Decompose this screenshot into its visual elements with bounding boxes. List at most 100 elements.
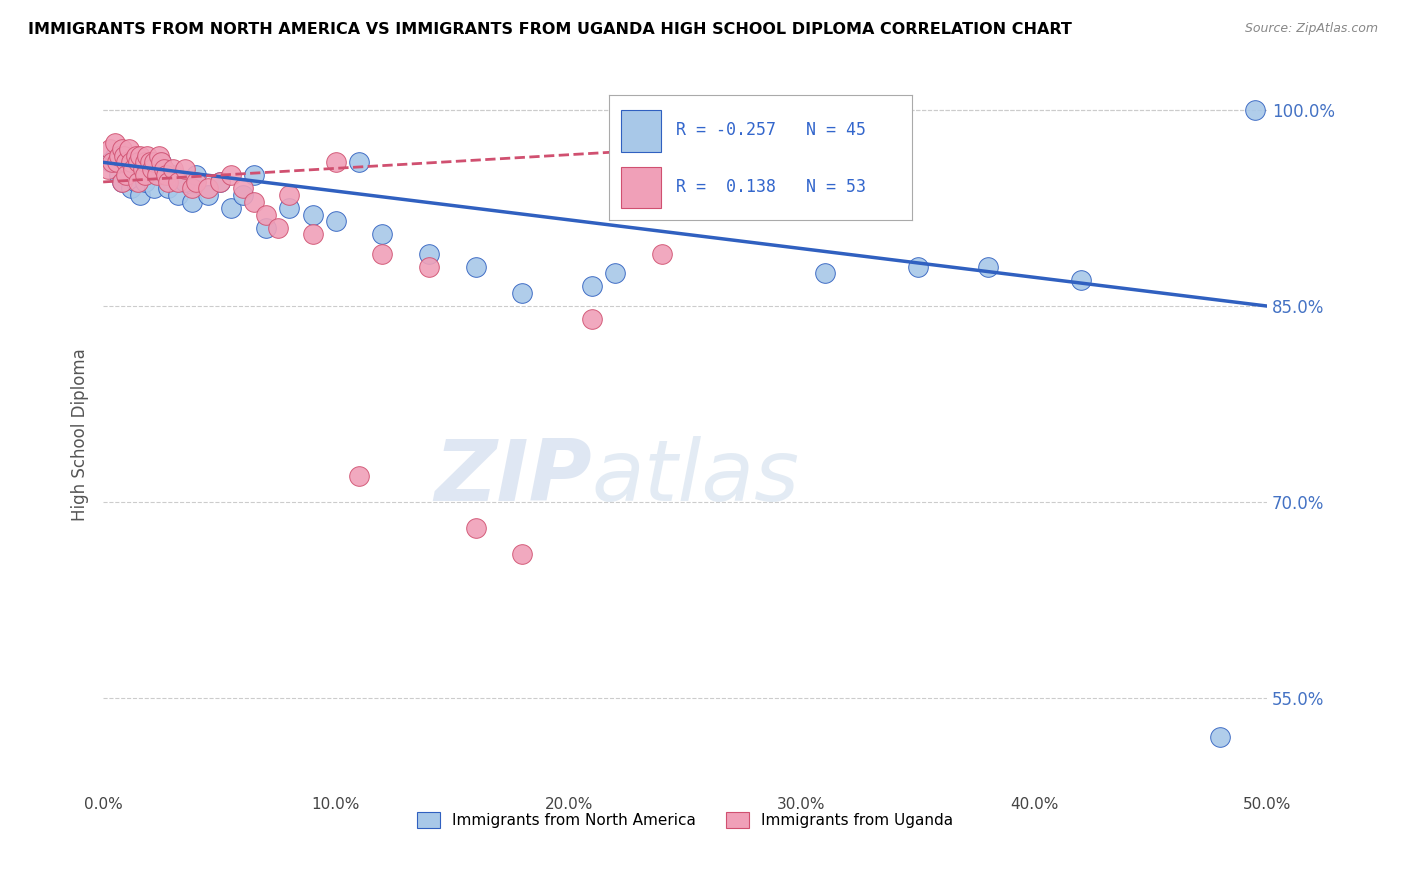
Point	[108, 169, 131, 183]
Point	[104, 149, 127, 163]
Point	[125, 149, 148, 163]
Point	[112, 149, 135, 163]
Point	[120, 181, 142, 195]
Point	[197, 188, 219, 202]
Point	[173, 175, 195, 189]
Point	[301, 227, 323, 242]
Point	[98, 155, 121, 169]
Point	[134, 169, 156, 183]
Point	[464, 521, 486, 535]
Point	[605, 266, 627, 280]
Point	[150, 155, 173, 169]
Point	[325, 214, 347, 228]
Point	[173, 161, 195, 176]
Point	[301, 208, 323, 222]
Point	[162, 161, 184, 176]
Point	[127, 155, 149, 169]
Point	[150, 155, 173, 169]
Point	[127, 155, 149, 169]
Point	[138, 155, 160, 169]
Point	[254, 208, 277, 222]
Legend: Immigrants from North America, Immigrants from Uganda: Immigrants from North America, Immigrant…	[411, 806, 959, 834]
Point	[1244, 103, 1267, 117]
Point	[111, 175, 134, 189]
Point	[105, 155, 128, 169]
Point	[162, 169, 184, 183]
Point	[208, 175, 231, 189]
Point	[1070, 273, 1092, 287]
Point	[510, 285, 533, 300]
Point	[115, 169, 138, 183]
Point	[129, 149, 152, 163]
Text: ZIP: ZIP	[434, 436, 592, 519]
Point	[325, 155, 347, 169]
Point	[127, 175, 149, 189]
Point	[371, 227, 394, 242]
Point	[101, 155, 124, 169]
Point	[278, 188, 301, 202]
Point	[418, 260, 440, 274]
Point	[166, 188, 188, 202]
Point	[134, 155, 156, 169]
Point	[243, 169, 266, 183]
Text: atlas: atlas	[592, 436, 800, 519]
Point	[129, 188, 152, 202]
Point	[267, 220, 290, 235]
Point	[232, 188, 254, 202]
Point	[180, 194, 202, 209]
Point	[141, 161, 163, 176]
Point	[97, 161, 120, 176]
Point	[1209, 730, 1232, 744]
Point	[581, 279, 603, 293]
Point	[219, 201, 242, 215]
Point	[115, 161, 138, 176]
Y-axis label: High School Diploma: High School Diploma	[72, 348, 89, 521]
Point	[186, 169, 208, 183]
Point	[143, 181, 166, 195]
Point	[371, 247, 394, 261]
Point	[122, 161, 145, 176]
Point	[115, 155, 138, 169]
Point	[166, 175, 188, 189]
Point	[118, 142, 141, 156]
Point	[976, 260, 998, 274]
Point	[157, 175, 180, 189]
Point	[136, 149, 159, 163]
Point	[418, 247, 440, 261]
Point	[157, 181, 180, 195]
Point	[108, 149, 131, 163]
Point	[232, 181, 254, 195]
Point	[186, 175, 208, 189]
Point	[278, 201, 301, 215]
Point	[148, 149, 170, 163]
Point	[122, 161, 145, 176]
Point	[134, 175, 156, 189]
Point	[111, 175, 134, 189]
Point	[243, 194, 266, 209]
Point	[138, 161, 160, 176]
Point	[145, 169, 167, 183]
Point	[131, 169, 153, 183]
Point	[143, 155, 166, 169]
Point	[111, 142, 134, 156]
Point	[120, 155, 142, 169]
Point	[907, 260, 929, 274]
Point	[651, 247, 673, 261]
Point	[118, 155, 141, 169]
Text: IMMIGRANTS FROM NORTH AMERICA VS IMMIGRANTS FROM UGANDA HIGH SCHOOL DIPLOMA CORR: IMMIGRANTS FROM NORTH AMERICA VS IMMIGRA…	[28, 22, 1071, 37]
Point	[347, 155, 370, 169]
Point	[152, 161, 174, 176]
Point	[581, 312, 603, 326]
Point	[197, 181, 219, 195]
Point	[131, 161, 153, 176]
Point	[347, 468, 370, 483]
Point	[744, 201, 766, 215]
Point	[125, 175, 148, 189]
Point	[254, 220, 277, 235]
Point	[98, 142, 121, 156]
Point	[180, 181, 202, 195]
Point	[104, 136, 127, 150]
Point	[510, 547, 533, 561]
Point	[814, 266, 837, 280]
Point	[219, 169, 242, 183]
